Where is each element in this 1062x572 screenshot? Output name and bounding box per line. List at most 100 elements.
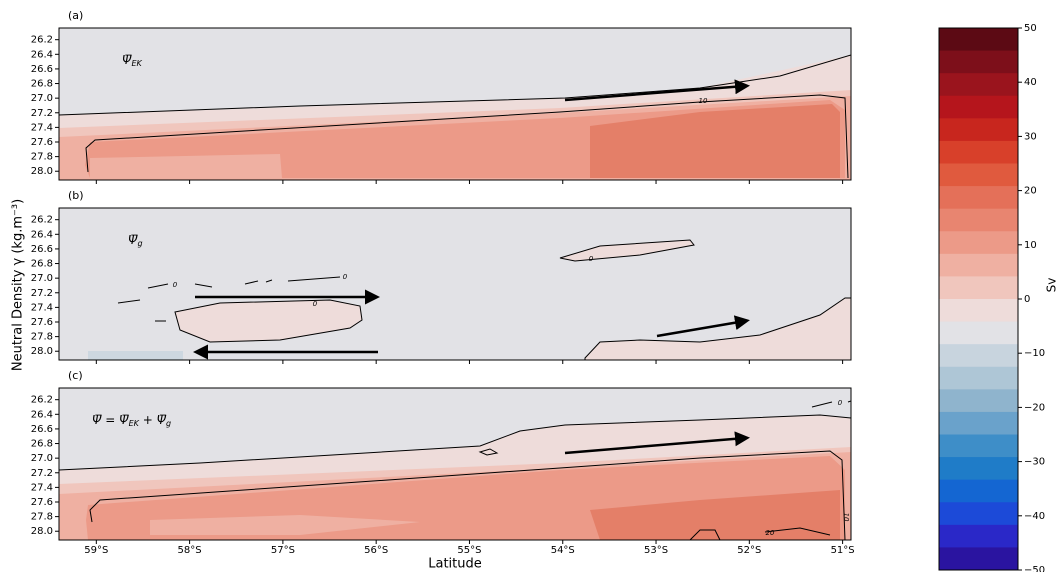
colorbar-bin	[939, 299, 1018, 323]
y-tick-label: 27.6	[31, 137, 53, 148]
axes-frame	[58, 27, 852, 181]
x-tick-label: 51°S	[831, 545, 855, 556]
colorbar-bin	[939, 208, 1018, 232]
annotation-part: g	[166, 419, 171, 428]
colorbar-tick-label: −10	[1024, 348, 1045, 359]
colorbar-tick-label: −40	[1024, 511, 1045, 522]
y-tick-label: 26.6	[31, 64, 53, 75]
y-tick-label: 27.6	[31, 497, 53, 508]
y-tick-label: 27.6	[31, 317, 53, 328]
y-tick-label: 26.2	[31, 395, 53, 406]
colorbar-bin	[939, 276, 1018, 300]
colorbar-bin	[939, 411, 1018, 435]
y-axis-label: Neutral Density γ (kg.m⁻³)	[11, 199, 26, 371]
y-tick-label: 27.0	[31, 453, 53, 464]
y-tick-label: 26.2	[31, 35, 53, 46]
colorbar-tick-label: 20	[1024, 186, 1037, 197]
annotation-part: EK	[131, 59, 142, 68]
contour-label: 20	[766, 529, 775, 537]
colorbar-bin	[939, 163, 1018, 187]
annotation-part: EK	[129, 419, 140, 428]
y-tick-label: 26.6	[31, 244, 53, 255]
colorbar-bin	[939, 479, 1018, 503]
panel-annotation: Ψ̅g	[128, 233, 143, 248]
y-tick-label: 27.8	[31, 152, 53, 163]
y-tick-label: 27.0	[31, 93, 53, 104]
y-tick-label: 27.0	[31, 273, 53, 284]
annotation-part: Ψ̅	[128, 233, 138, 247]
contour-label: 10	[699, 97, 708, 105]
y-tick-label: 26.2	[31, 215, 53, 226]
colorbar-bin	[939, 140, 1018, 164]
colorbar-tick-label: −20	[1024, 402, 1045, 413]
colorbar-tick-label: 10	[1024, 240, 1037, 251]
x-tick-label: 57°S	[271, 545, 295, 556]
colorbar-bin	[939, 502, 1018, 526]
colorbar-bin	[939, 547, 1018, 571]
panel-label: (b)	[68, 189, 84, 202]
contour-label: 0	[838, 399, 843, 407]
colorbar-bin	[939, 321, 1018, 345]
contour-label: 0	[343, 273, 348, 281]
panel-label: (c)	[68, 369, 83, 382]
x-tick-label: 53°S	[644, 545, 668, 556]
panel-c-field	[59, 388, 851, 540]
contour-label: 0	[589, 255, 594, 263]
y-tick-label: 27.2	[31, 468, 53, 479]
panel-label: (a)	[68, 9, 83, 22]
panel-a-field	[59, 28, 851, 180]
y-tick-label: 27.4	[31, 482, 53, 493]
axes-frame	[58, 207, 852, 361]
y-tick-label: 27.8	[31, 332, 53, 343]
contour-label: 0	[313, 300, 318, 308]
panel-annotation: Ψ̅EK	[122, 53, 143, 68]
colorbar-tick-label: 40	[1024, 77, 1037, 88]
y-tick-label: 26.4	[31, 409, 53, 420]
x-axis-label: Latitude	[428, 557, 482, 572]
annotation-part: Ψ̅	[119, 413, 129, 427]
y-tick-label: 27.8	[31, 512, 53, 523]
y-tick-label: 28.0	[31, 166, 53, 177]
colorbar-bin	[939, 457, 1018, 481]
y-tick-label: 26.4	[31, 49, 53, 60]
contour-label: 10	[842, 513, 850, 522]
colorbar-bin	[939, 118, 1018, 142]
colorbar-tick-label: −30	[1024, 457, 1045, 468]
y-tick-label: 27.2	[31, 288, 53, 299]
annotation-part: Ψ̅	[157, 413, 167, 427]
x-tick-label: 56°S	[364, 545, 388, 556]
x-tick-label: 54°S	[551, 545, 575, 556]
axes-frame	[58, 387, 852, 541]
colorbar-bin	[939, 253, 1018, 277]
colorbar-bin	[939, 366, 1018, 390]
y-tick-label: 27.2	[31, 108, 53, 119]
colorbar-bin	[939, 95, 1018, 119]
colorbar-tick-label: 30	[1024, 131, 1037, 142]
x-tick-label: 52°S	[737, 545, 761, 556]
y-tick-label: 26.4	[31, 229, 53, 240]
y-tick-label: 28.0	[31, 526, 53, 537]
x-tick-label: 55°S	[457, 545, 481, 556]
annotation-part: g	[137, 239, 142, 248]
annotation-part: +	[139, 413, 157, 427]
colorbar-tick-label: 0	[1024, 294, 1030, 305]
y-tick-label: 27.4	[31, 302, 53, 313]
colorbar-bin	[939, 389, 1018, 413]
colorbar-label: Sv	[1045, 278, 1059, 293]
x-tick-label: 59°S	[84, 545, 108, 556]
y-tick-label: 27.4	[31, 122, 53, 133]
colorbar-bin	[939, 186, 1018, 210]
annotation-part: =	[101, 413, 119, 427]
colorbar-bin	[939, 524, 1018, 548]
y-tick-label: 28.0	[31, 346, 53, 357]
annotation-part: Ψ̅	[92, 413, 102, 427]
colorbar-bin	[939, 344, 1018, 368]
y-tick-label: 26.8	[31, 259, 53, 270]
y-tick-label: 26.6	[31, 424, 53, 435]
panel-b-field	[59, 208, 851, 360]
colorbar-bin	[939, 434, 1018, 458]
panel-annotation: Ψ̅ = Ψ̅EK + Ψ̅g	[92, 413, 171, 428]
colorbar-tick-label: 50	[1024, 23, 1037, 34]
colorbar-tick-label: −50	[1024, 565, 1045, 572]
